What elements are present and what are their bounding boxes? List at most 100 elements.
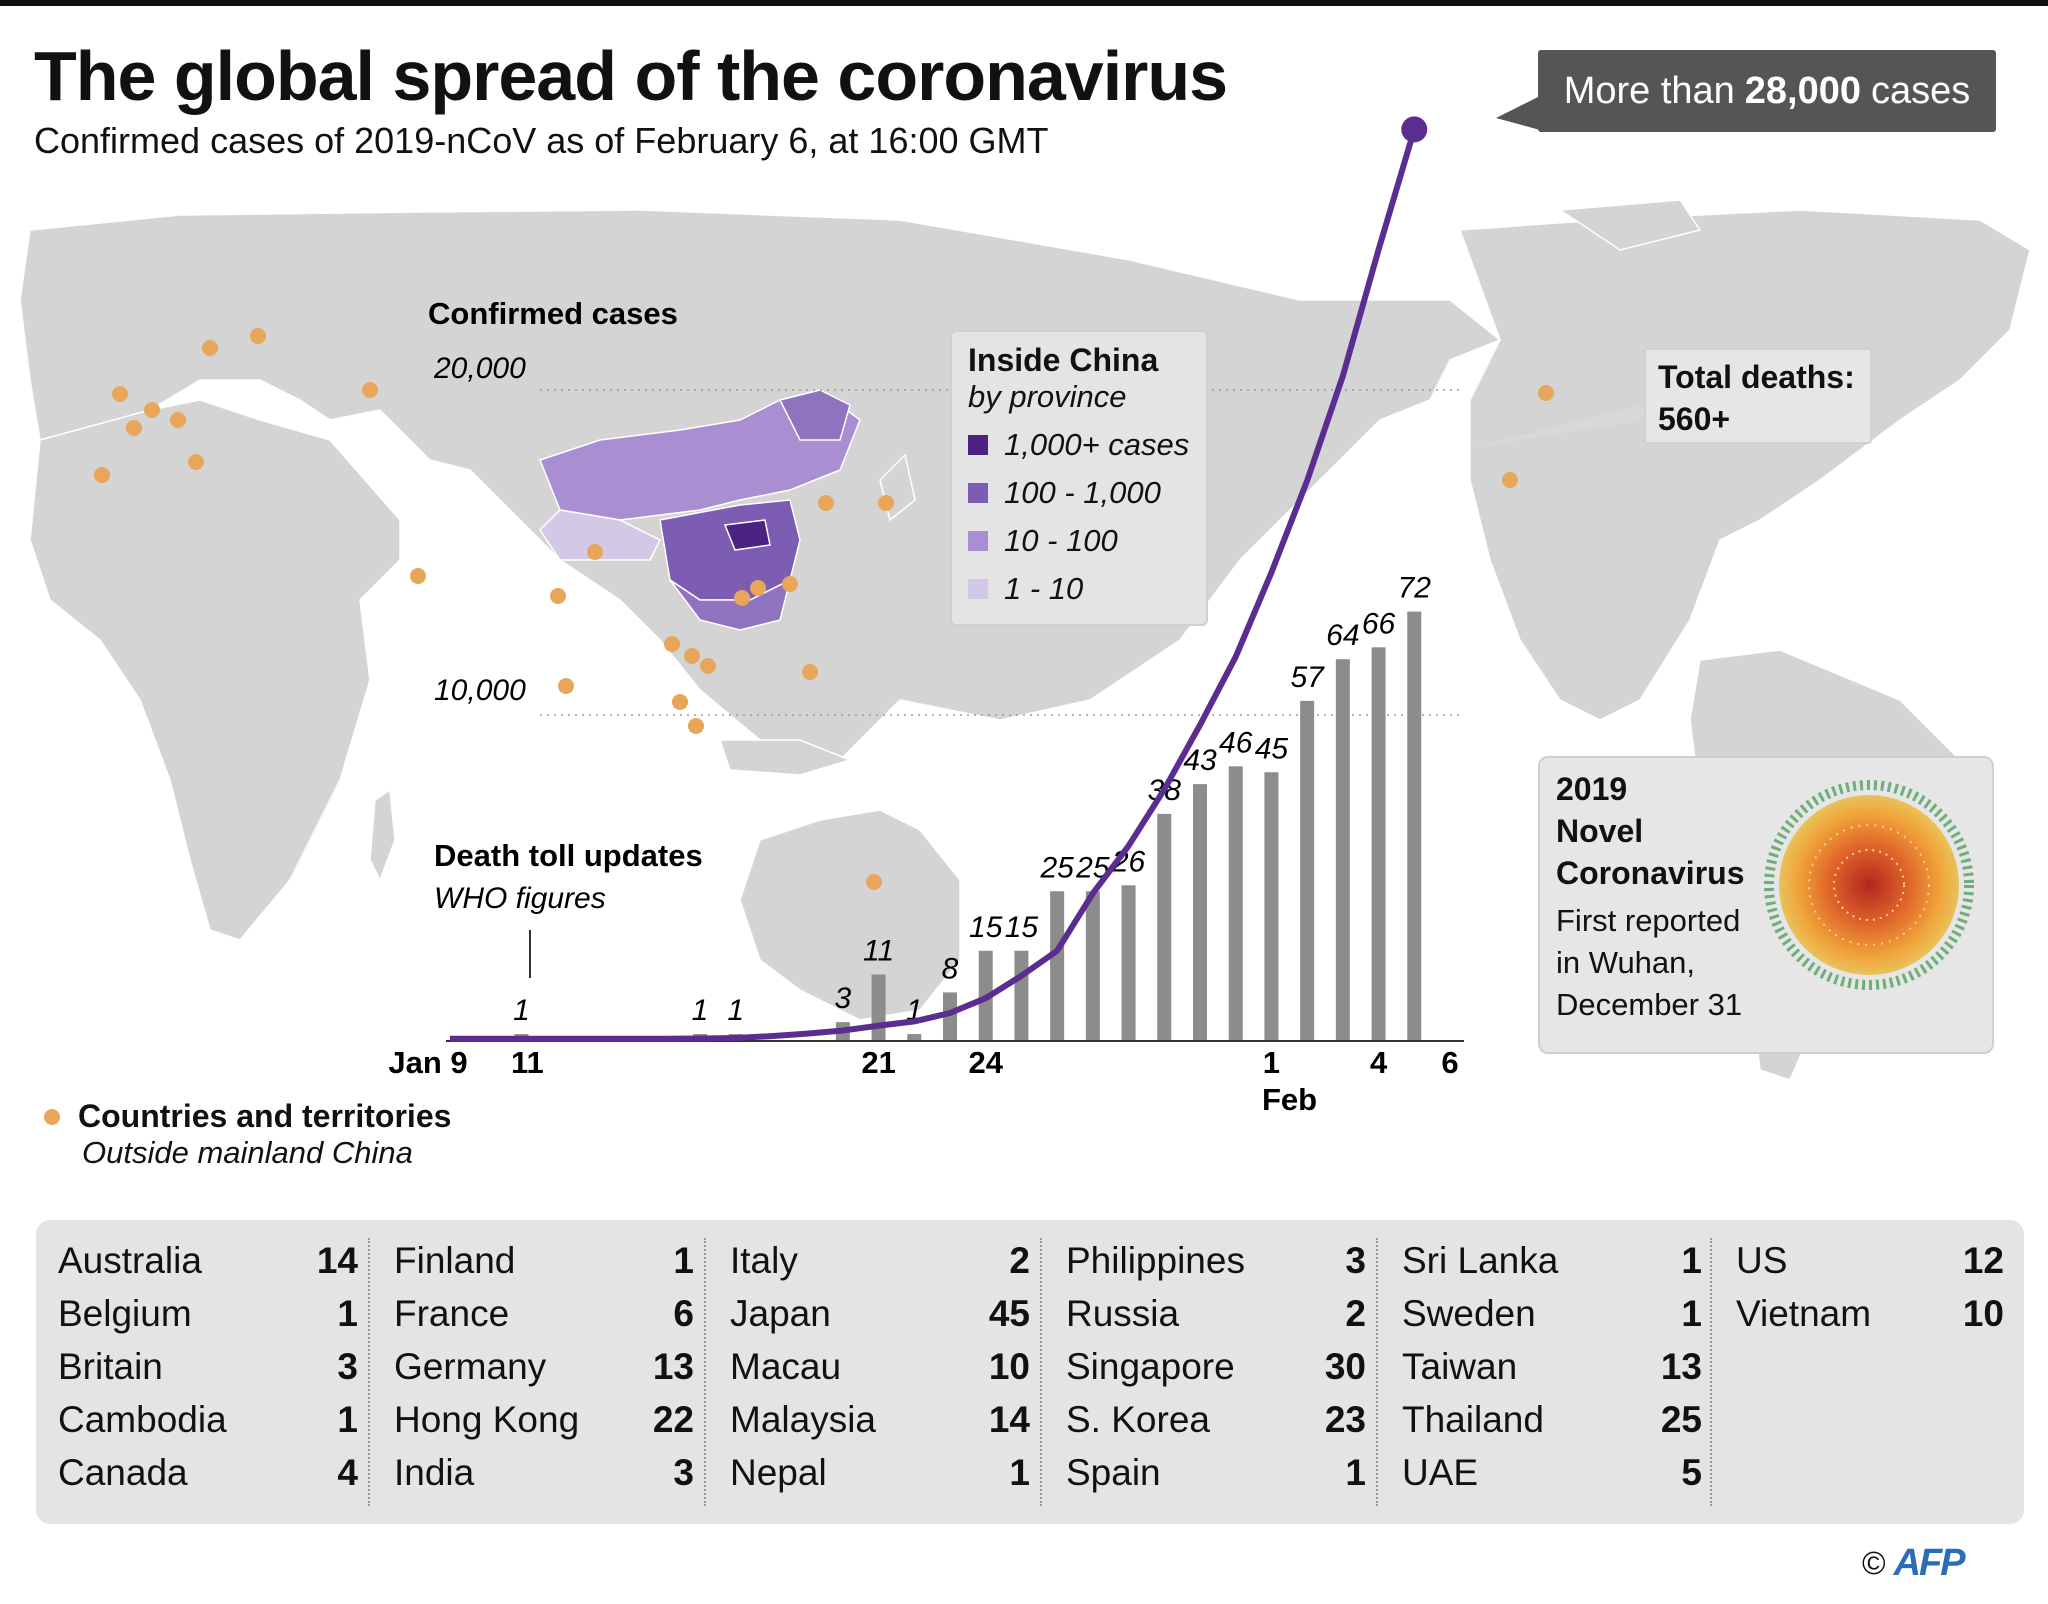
country-name: Cambodia [58,1398,227,1440]
death-bar-label: 46 [1219,726,1253,759]
countries-legend-title: Countries and territories [44,1098,451,1135]
death-bar-label: 1 [513,994,530,1027]
country-name: US [1736,1239,1788,1281]
country-name: Vietnam [1736,1292,1872,1334]
countries-legend: Countries and territories Outside mainla… [44,1098,451,1171]
legend-label: 100 - 1,000 [1004,475,1161,510]
country-row: Britain 3 [58,1340,358,1393]
country-name: Sweden [1402,1292,1536,1334]
column-separator [1376,1238,1378,1506]
virus-info-box: 2019 Novel Coronavirus First reported in… [1538,756,1994,1054]
map-arctic [1557,199,1702,251]
country-count: 1 [337,1398,358,1440]
credit: © AFP [1862,1542,1966,1585]
callout-pointer [1496,96,1540,130]
country-count: 14 [316,1239,358,1281]
x-tick-label: Jan 9 [388,1045,467,1080]
country-count: 1 [1681,1239,1702,1281]
country-count: 30 [1324,1345,1366,1387]
countries-column: US 12 Vietnam 10 [1736,1234,2004,1506]
death-bar-label: 1 [727,994,744,1027]
death-toll-subtitle: WHO figures [434,882,606,915]
country-row: Sri Lanka 1 [1402,1234,1702,1287]
country-row: Malaysia 14 [730,1393,1030,1446]
coronavirus-illustration [1764,780,1974,990]
total-deaths-box: Total deaths: 560+ [1644,348,1872,444]
country-markers [94,328,1554,890]
china-legend-item: 1,000+ cases [968,421,1190,469]
country-row: France 6 [394,1287,694,1340]
country-count: 1 [673,1239,694,1281]
legend-label: 1 - 10 [1004,571,1084,606]
legend-swatch-1000plus [968,435,988,455]
country-count: 4 [337,1451,358,1493]
death-bar [907,1034,922,1040]
country-row: UAE 5 [1402,1446,1702,1499]
death-bar [1407,611,1422,1040]
countries-table: Australia 14 Belgium 1 Britain 3 Cambodia 1 Cana… [36,1220,2024,1524]
virus-title-line: 2019 [1556,771,1628,807]
callout-suffix: cases [1871,69,1971,112]
chart-area: Confirmed cases 20,000 10,000 Death toll… [388,96,1646,1117]
country-row: Germany 13 [394,1340,694,1393]
country-row: Macau 10 [730,1340,1030,1393]
death-bar [1014,950,1029,1040]
death-bar [1050,891,1065,1040]
map-australia [739,809,961,1021]
china-legend-item: 100 - 1,000 [968,469,1190,517]
death-bar-label: 8 [942,952,959,985]
country-name: Singapore [1066,1345,1235,1387]
country-count: 23 [1324,1398,1366,1440]
death-bar [1121,885,1136,1040]
death-bar-label: 15 [969,911,1003,944]
country-row: Philippines 3 [1066,1234,1366,1287]
country-name: Germany [394,1345,547,1387]
country-count: 3 [673,1451,694,1493]
country-count: 13 [652,1345,694,1387]
column-separator [1710,1238,1712,1506]
cases-tick-20000: 20,000 [433,352,526,385]
x-tick-labels: Jan 9 11 21 24 1 4 6 [388,1045,1458,1080]
total-deaths-label: Total deaths: [1658,359,1855,395]
death-bar-label: 64 [1326,619,1359,652]
country-row: Russia 2 [1066,1287,1366,1340]
legend-swatch-10-100 [968,531,988,551]
virus-title-line: Coronavirus [1556,855,1745,891]
country-row: US 12 [1736,1234,2004,1287]
death-bar-label: 1 [692,994,709,1027]
callout-prefix: More than [1563,69,1735,112]
country-name: Macau [730,1345,842,1387]
country-name: S. Korea [1066,1398,1210,1440]
country-count: 6 [673,1292,694,1334]
page-title: The global spread of the coronavirus [34,37,1228,115]
country-name: Australia [58,1239,202,1281]
country-count: 1 [1681,1292,1702,1334]
country-row: Nepal 1 [730,1446,1030,1499]
virus-desc-line: in Wuhan, [1556,945,1696,980]
china-legend-subtitle: by province [968,379,1127,414]
copyright-symbol: © [1862,1545,1886,1581]
map-indonesia [718,739,853,776]
death-bar-label: 45 [1255,732,1289,765]
country-name: Nepal [730,1451,827,1493]
country-name: India [394,1451,475,1493]
death-toll-title: Death toll updates [434,838,703,873]
country-name: France [394,1292,510,1334]
countries-column: Italy 2 Japan 45 Macau 10 Malaysia 14 Nepal 1 [730,1234,1030,1506]
countries-column: Australia 14 Belgium 1 Britain 3 Cambodia 1 Cana… [58,1234,358,1506]
death-bar-label: 57 [1290,661,1325,694]
page-subtitle: Confirmed cases of 2019-nCoV as of Febru… [34,120,1049,161]
country-count: 14 [988,1398,1030,1440]
x-tick-label: 11 [511,1045,544,1080]
country-row: Cambodia 1 [58,1393,358,1446]
legend-label: 10 - 100 [1004,523,1118,558]
death-bar [1085,891,1100,1040]
country-count: 10 [988,1345,1030,1387]
country-count: 2 [1009,1239,1030,1281]
china-south [669,578,792,631]
country-row: Singapore 30 [1066,1340,1366,1393]
column-separator [368,1238,370,1506]
country-row: Italy 2 [730,1234,1030,1287]
country-name: Philippines [1066,1239,1245,1281]
top-rule [0,0,2048,6]
